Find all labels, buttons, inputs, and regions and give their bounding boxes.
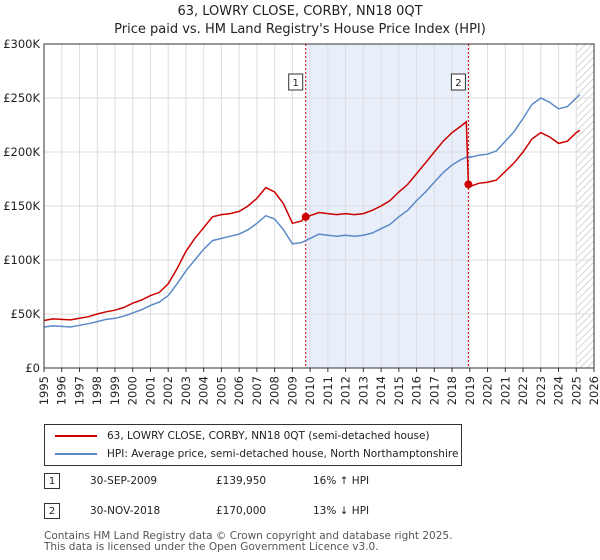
x-tick-label: 2017	[427, 376, 441, 405]
transaction-hpi-diff: 13% ↓ HPI	[313, 505, 370, 517]
x-tick-label: 2011	[321, 376, 335, 405]
legend-swatch-hpi	[55, 453, 97, 455]
x-tick-label: 2006	[232, 376, 246, 405]
x-tick-label: 1999	[108, 376, 122, 405]
x-tick-label: 2022	[516, 376, 530, 405]
x-tick-label: 2007	[250, 376, 264, 405]
x-tick-label: 2014	[374, 376, 388, 405]
legend-item-hpi: HPI: Average price, semi-detached house,…	[55, 446, 458, 462]
transaction-date: 30-NOV-2018	[90, 505, 161, 517]
x-tick-label: 2003	[179, 376, 193, 405]
x-tick-label: 2012	[339, 376, 353, 405]
sale-marker-badge	[288, 73, 304, 91]
transaction-price: £139,950	[216, 475, 267, 487]
y-tick-label: £150K	[3, 199, 40, 213]
x-tick-label: 2018	[445, 376, 459, 405]
x-tick-label: 2026	[587, 376, 600, 405]
sale-point	[464, 180, 473, 189]
y-tick-label: £50K	[11, 307, 41, 321]
transaction-row: 1 30-SEP-2009 £139,950 16% ↑ HPI	[44, 471, 369, 491]
transaction-number-badge: 1	[44, 473, 60, 489]
x-tick-label: 2013	[356, 376, 370, 405]
sale-point	[301, 212, 310, 221]
x-tick-label: 1996	[55, 376, 69, 405]
y-tick-label: £0	[25, 361, 40, 375]
sale-marker-badge	[450, 73, 466, 91]
x-tick-label: 2016	[410, 376, 424, 405]
y-tick-label: £100K	[3, 253, 40, 267]
transaction-row: 2 30-NOV-2018 £170,000 13% ↓ HPI	[44, 501, 369, 521]
hpi-line	[43, 94, 581, 328]
x-tick-label: 1998	[90, 376, 104, 405]
x-tick-label: 2025	[569, 376, 583, 405]
x-tick-label: 2008	[268, 376, 282, 405]
x-tick-label: 2010	[303, 376, 317, 405]
x-tick-label: 2020	[481, 376, 495, 405]
x-tick-label: 2019	[463, 376, 477, 405]
x-tick-label: 2015	[392, 376, 406, 405]
x-tick-label: 2023	[534, 376, 548, 405]
y-tick-label: £300K	[3, 37, 40, 51]
y-tick-label: £250K	[3, 91, 40, 105]
legend-item-property: 63, LOWRY CLOSE, CORBY, NN18 0QT (semi-d…	[55, 428, 430, 444]
x-tick-label: 2024	[552, 376, 566, 405]
x-tick-label: 2021	[498, 376, 512, 405]
chart-subtitle: Price paid vs. HM Land Registry's House …	[114, 22, 486, 37]
x-tick-label: 2009	[285, 376, 299, 405]
x-tick-label: 2004	[197, 376, 211, 405]
transaction-price: £170,000	[216, 505, 267, 517]
footer: Contains HM Land Registry data © Crown c…	[44, 531, 452, 553]
footer-license: This data is licensed under the Open Gov…	[44, 541, 379, 553]
sale-marker-label: 2	[455, 78, 461, 89]
chart-legend: 63, LOWRY CLOSE, CORBY, NN18 0QT (semi-d…	[44, 424, 462, 466]
property-price-line	[43, 120, 581, 322]
x-tick-label: 2000	[126, 376, 140, 405]
footer-copyright: Contains HM Land Registry data © Crown c…	[44, 530, 453, 542]
sale-marker-label: 1	[293, 78, 299, 89]
transaction-number-badge: 2	[44, 503, 60, 519]
transaction-date: 30-SEP-2009	[90, 475, 158, 487]
y-tick-label: £200K	[3, 145, 40, 159]
legend-swatch-property	[55, 435, 97, 437]
x-tick-label: 1997	[72, 376, 86, 405]
x-tick-label: 2001	[143, 376, 157, 405]
plot-frame	[43, 43, 595, 369]
legend-label-property: 63, LOWRY CLOSE, CORBY, NN18 0QT (semi-d…	[107, 430, 430, 442]
x-tick-label: 2005	[214, 376, 228, 405]
x-tick-label: 2002	[161, 376, 175, 405]
x-tick-label: 1995	[37, 376, 51, 405]
transaction-hpi-diff: 16% ↑ HPI	[313, 475, 370, 487]
chart-title: 63, LOWRY CLOSE, CORBY, NN18 0QT	[177, 4, 423, 19]
legend-label-hpi: HPI: Average price, semi-detached house,…	[107, 448, 459, 460]
